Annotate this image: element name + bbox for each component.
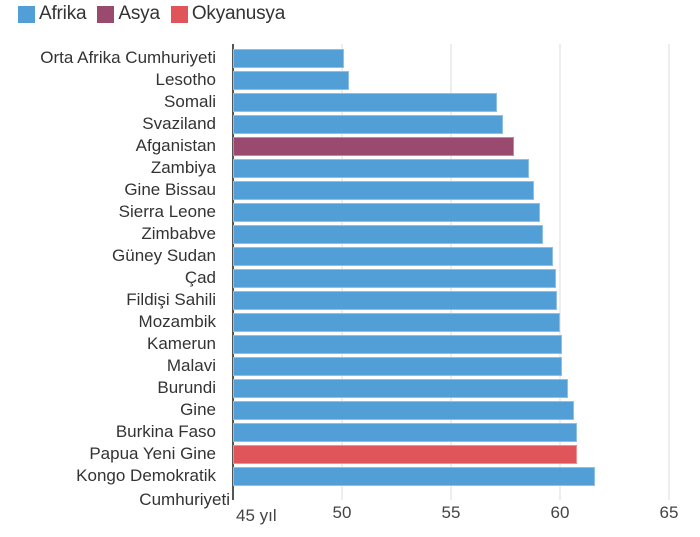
bar-papua-yeni-gine bbox=[233, 445, 578, 464]
bar-gine-bissau bbox=[233, 181, 534, 200]
bar-zambiya bbox=[233, 159, 530, 178]
bar-orta-afrika-cumhuriyeti bbox=[233, 49, 345, 68]
legend-swatch-okyanusya bbox=[170, 5, 188, 23]
legend-swatch-afrika bbox=[18, 5, 35, 23]
category-label: Zimbabve bbox=[141, 224, 216, 243]
bar-burundi bbox=[233, 379, 568, 398]
bar-mozambik bbox=[233, 313, 560, 332]
bar-gine bbox=[233, 401, 575, 420]
bar-afganistan bbox=[233, 137, 515, 156]
category-label: Mozambik bbox=[138, 312, 216, 331]
bar-güney-sudan bbox=[233, 247, 554, 266]
x-tick-label-45: 45 yıl bbox=[236, 506, 277, 525]
bar-sierra-leone bbox=[233, 203, 541, 222]
bar-kongo-demokratik-cumhuriyeti bbox=[233, 467, 595, 486]
bar-fildişi-sahili bbox=[233, 291, 557, 310]
legend-label-afrika: Afrika bbox=[39, 3, 87, 24]
bar-lesotho bbox=[233, 71, 349, 90]
bar-svaziland bbox=[233, 115, 504, 134]
legend-swatch-asya bbox=[97, 5, 115, 23]
legend-item-okyanusya: Okyanusya bbox=[170, 3, 286, 25]
x-tick-label-50: 50 bbox=[332, 503, 352, 522]
category-label: Gine Bissau bbox=[124, 180, 216, 199]
x-tick-label-65: 65 bbox=[659, 503, 679, 522]
category-label: Güney Sudan bbox=[112, 246, 216, 265]
y-axis-line bbox=[232, 44, 234, 500]
category-label: Somali bbox=[164, 92, 216, 111]
legend-label-okyanusya: Okyanusya bbox=[191, 3, 286, 24]
x-tick-label-60: 60 bbox=[550, 503, 570, 522]
category-label: Orta Afrika Cumhuriyeti bbox=[40, 48, 216, 67]
category-label: Lesotho bbox=[155, 70, 217, 89]
legend-item-asya: Asya bbox=[97, 3, 160, 25]
bar-zimbabve bbox=[233, 225, 543, 244]
bar-somali bbox=[233, 93, 497, 112]
legend-label-asya: Asya bbox=[118, 3, 160, 24]
category-label: Burkina Faso bbox=[115, 422, 216, 441]
category-label: Afganistan bbox=[135, 136, 216, 155]
x-tick-label-55: 55 bbox=[441, 503, 461, 522]
category-label: Kamerun bbox=[147, 334, 216, 353]
category-label: Fildişi Sahili bbox=[126, 290, 216, 309]
bar-çad bbox=[233, 269, 556, 288]
category-label: Burundi bbox=[157, 378, 216, 397]
gridline-65 bbox=[668, 44, 670, 500]
category-label: Papua Yeni Gine bbox=[89, 444, 216, 463]
category-label: Çad bbox=[184, 268, 216, 287]
bar-malavi bbox=[233, 357, 563, 376]
category-label: Gine bbox=[180, 400, 216, 419]
bar-kamerun bbox=[233, 335, 563, 354]
category-label: Kongo Demokratik bbox=[76, 466, 216, 485]
gridline-60 bbox=[559, 44, 561, 500]
category-label: Cumhuriyeti bbox=[139, 490, 230, 509]
category-label: Sierra Leone bbox=[118, 202, 216, 221]
bar-burkina-faso bbox=[233, 423, 578, 442]
category-label: Malavi bbox=[166, 356, 216, 375]
chart-legend: Afrika Asya Okyanusya bbox=[18, 3, 296, 25]
legend-item-afrika: Afrika bbox=[18, 3, 87, 25]
category-label: Zambiya bbox=[150, 158, 216, 177]
category-label: Svaziland bbox=[142, 114, 216, 133]
